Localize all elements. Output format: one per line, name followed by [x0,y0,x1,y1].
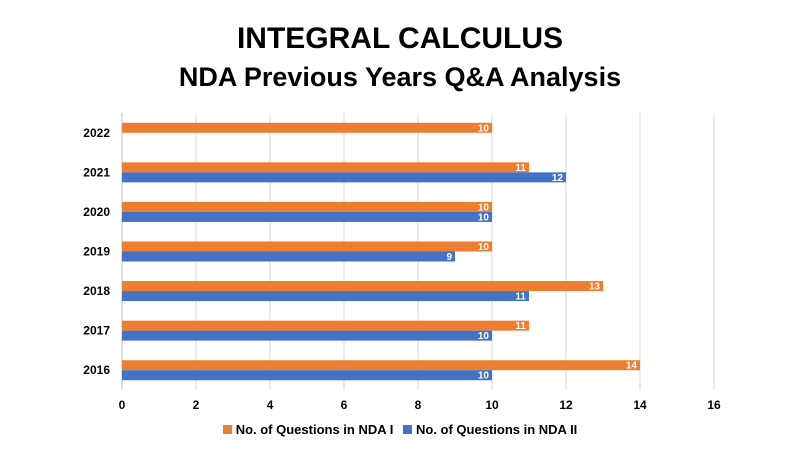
legend-swatch-nda-2 [403,425,412,434]
bar [122,291,529,302]
chart-title: INTEGRAL CALCULUS [236,22,564,55]
y-tick-label: 2017 [83,324,110,338]
data-label: 10 [478,242,490,253]
data-label: 12 [552,173,564,184]
bar [122,201,492,212]
x-tick-label: 14 [633,398,647,412]
bar [122,330,492,341]
x-tick-label: 6 [341,398,348,412]
bar [122,320,529,331]
data-label: 10 [478,331,490,342]
data-label: 11 [515,292,526,303]
data-label: 10 [478,371,490,382]
y-tick-label: 2018 [83,284,110,298]
data-label: 11 [515,321,526,332]
y-tick-label: 2016 [83,363,110,377]
bar [122,360,640,371]
legend-item-nda-2: No. of Questions in NDA II [403,422,577,437]
data-label: 10 [478,123,490,134]
y-tick-label: 2022 [83,126,110,140]
data-label: 10 [478,212,490,223]
data-label: 9 [446,252,452,263]
data-label: 14 [626,361,638,372]
x-tick-label: 10 [485,398,499,412]
bar [122,370,492,381]
chart-subtitle: NDA Previous Years Q&A Analysis [178,62,622,92]
bar [122,211,492,222]
x-tick-label: 8 [415,398,422,412]
data-label: 13 [589,282,601,293]
data-label: 11 [515,163,526,174]
bar [122,241,492,252]
legend-item-nda-1: No. of Questions in NDA I [222,422,394,437]
legend-swatch-nda-1 [222,425,232,434]
bar [122,281,603,292]
x-tick-label: 16 [707,398,721,412]
x-tick-label: 2 [193,398,200,412]
legend-label-nda-2: No. of Questions in NDA II [416,422,578,437]
chart-legend: No. of Questions in NDA I No. of Questio… [0,422,800,437]
bar [122,122,492,133]
y-tick-label: 2021 [83,165,110,179]
legend-label-nda-1: No. of Questions in NDA I [235,422,394,437]
bar [122,251,455,262]
y-tick-label: 2019 [83,245,110,259]
x-tick-label: 0 [119,398,126,412]
x-tick-label: 12 [559,398,573,412]
x-tick-label: 4 [267,398,274,412]
y-tick-label: 2020 [83,205,110,219]
bar [122,172,566,183]
data-label: 10 [478,202,490,213]
bar [122,162,529,173]
